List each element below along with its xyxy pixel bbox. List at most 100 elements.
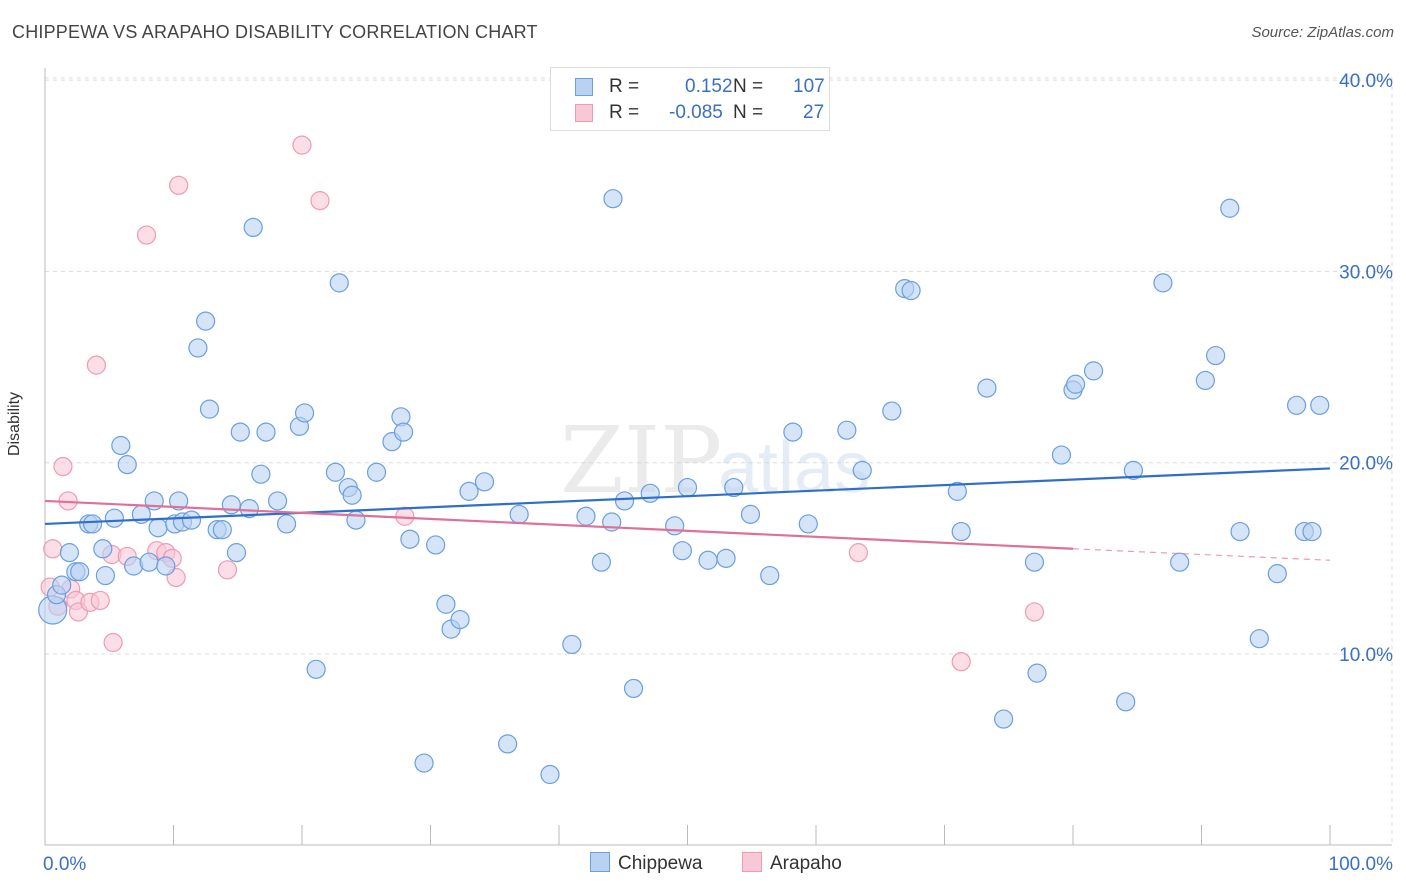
chippewa-point <box>342 485 362 505</box>
chippewa-point <box>82 514 103 534</box>
correlation-legend: R = 0.152 N = 107 R = -0.085 N = 27 <box>550 67 830 131</box>
x-tick-label-max: 100.0% <box>1329 854 1394 875</box>
chippewa-point <box>93 539 113 559</box>
chippewa-point <box>677 477 698 498</box>
chippewa-point <box>117 455 137 475</box>
chippewa-point <box>212 520 232 540</box>
chippewa-point <box>400 529 420 549</box>
chippewa-point <box>509 504 529 524</box>
chippewa-point <box>230 422 250 442</box>
legend-n-value: 107 <box>793 76 825 97</box>
chippewa-point <box>947 481 967 501</box>
chippewa-point <box>977 378 997 398</box>
chippewa-point <box>251 464 271 484</box>
chippewa-point <box>698 550 718 570</box>
legend-n-value: 27 <box>803 102 825 123</box>
y-tick-label: 20.0% <box>1339 454 1393 475</box>
arapaho-point <box>292 135 312 155</box>
chippewa-point <box>562 634 582 655</box>
chippewa-point <box>59 543 80 563</box>
bottom-legend-chippewa: Chippewa <box>590 852 703 875</box>
chippewa-point <box>156 556 176 576</box>
chippewa-point <box>1195 370 1215 391</box>
chippewa-point <box>221 495 241 515</box>
chippewa-point <box>1116 692 1136 712</box>
chippewa-point <box>325 462 346 482</box>
chippewa-point <box>665 516 685 536</box>
arapaho-point <box>395 506 415 526</box>
tick-labels: 10.0% 20.0% 30.0% 40.0% 0.0% 100.0% <box>43 71 1393 875</box>
chippewa-point <box>169 491 189 511</box>
chippewa-point <box>994 709 1014 729</box>
chippewa-point <box>196 311 216 331</box>
chippewa-point <box>1065 374 1086 394</box>
arapaho-point <box>90 590 110 611</box>
chippewa-point <box>1051 445 1072 465</box>
chippewa-point <box>591 552 612 572</box>
chippewa-point <box>716 548 736 568</box>
arapaho-point <box>43 539 63 559</box>
arapaho-trend-line <box>44 499 1074 550</box>
chippewa-point <box>139 552 159 572</box>
bottom-swatch-chippewa <box>590 852 610 872</box>
chippewa-point <box>450 609 470 630</box>
chippewa-point <box>1267 564 1287 584</box>
arapaho-point <box>217 560 238 580</box>
watermark: ZIP atlas <box>560 407 870 514</box>
chippewa-point <box>414 753 434 773</box>
chippewa-point <box>104 508 124 528</box>
chippewa-point <box>1024 552 1045 572</box>
arapaho-point <box>53 456 73 477</box>
chippewa-points <box>38 189 1330 785</box>
arapaho-trend-extension <box>1072 548 1331 561</box>
legend-swatch-arapaho <box>575 104 593 122</box>
chippewa-point <box>366 462 387 482</box>
arapaho-point <box>951 652 971 672</box>
chippewa-point <box>111 435 131 456</box>
chippewa-point <box>459 481 479 501</box>
legend-r-label: R = <box>609 102 640 123</box>
legend-r-value: 0.152 <box>685 76 733 97</box>
axes <box>44 68 1392 846</box>
chippewa-point <box>1302 521 1322 542</box>
arapaho-point <box>848 543 869 563</box>
chippewa-point <box>1220 198 1240 218</box>
legend-swatch-chippewa <box>575 78 593 96</box>
chippewa-point <box>436 594 456 614</box>
chippewa-point <box>426 535 446 555</box>
bottom-swatch-arapaho <box>742 852 762 872</box>
chippewa-point <box>1083 361 1104 381</box>
chippewa-point <box>294 403 315 423</box>
chippewa-point <box>1230 521 1250 542</box>
arapaho-point <box>310 191 330 211</box>
arapaho-point <box>169 175 189 195</box>
legend-r-value: -0.085 <box>669 102 723 123</box>
chippewa-point <box>1153 273 1173 293</box>
chippewa-point <box>226 543 247 563</box>
chippewa-point <box>393 422 414 442</box>
chippewa-point <box>474 472 495 492</box>
arapaho-point <box>1024 602 1045 622</box>
chippewa-point <box>603 189 623 209</box>
chippewa-point <box>329 273 349 293</box>
chippewa-point <box>740 504 761 524</box>
x-tick-label-min: 0.0% <box>43 854 86 875</box>
legend-n-label: N = <box>733 76 764 97</box>
bottom-legend-label-chippewa: Chippewa <box>618 853 703 874</box>
chart-title: CHIPPEWA VS ARAPAHO DISABILITY CORRELATI… <box>12 22 538 42</box>
bottom-legend-arapaho: Arapaho <box>742 852 842 875</box>
chippewa-point <box>52 575 72 595</box>
chippewa-point <box>724 477 744 498</box>
chippewa-point <box>623 678 644 699</box>
chippewa-point <box>267 491 288 511</box>
chippewa-point <box>346 510 366 530</box>
chippewa-point <box>188 338 208 358</box>
legend-n-label: N = <box>733 102 764 123</box>
y-tick-label: 10.0% <box>1339 645 1393 666</box>
chippewa-point <box>1123 460 1143 480</box>
chippewa-point <box>852 460 872 480</box>
chippewa-point <box>882 401 902 421</box>
chippewa-point <box>1170 552 1190 572</box>
chippewa-point <box>1249 629 1269 649</box>
chippewa-point <box>760 565 780 586</box>
